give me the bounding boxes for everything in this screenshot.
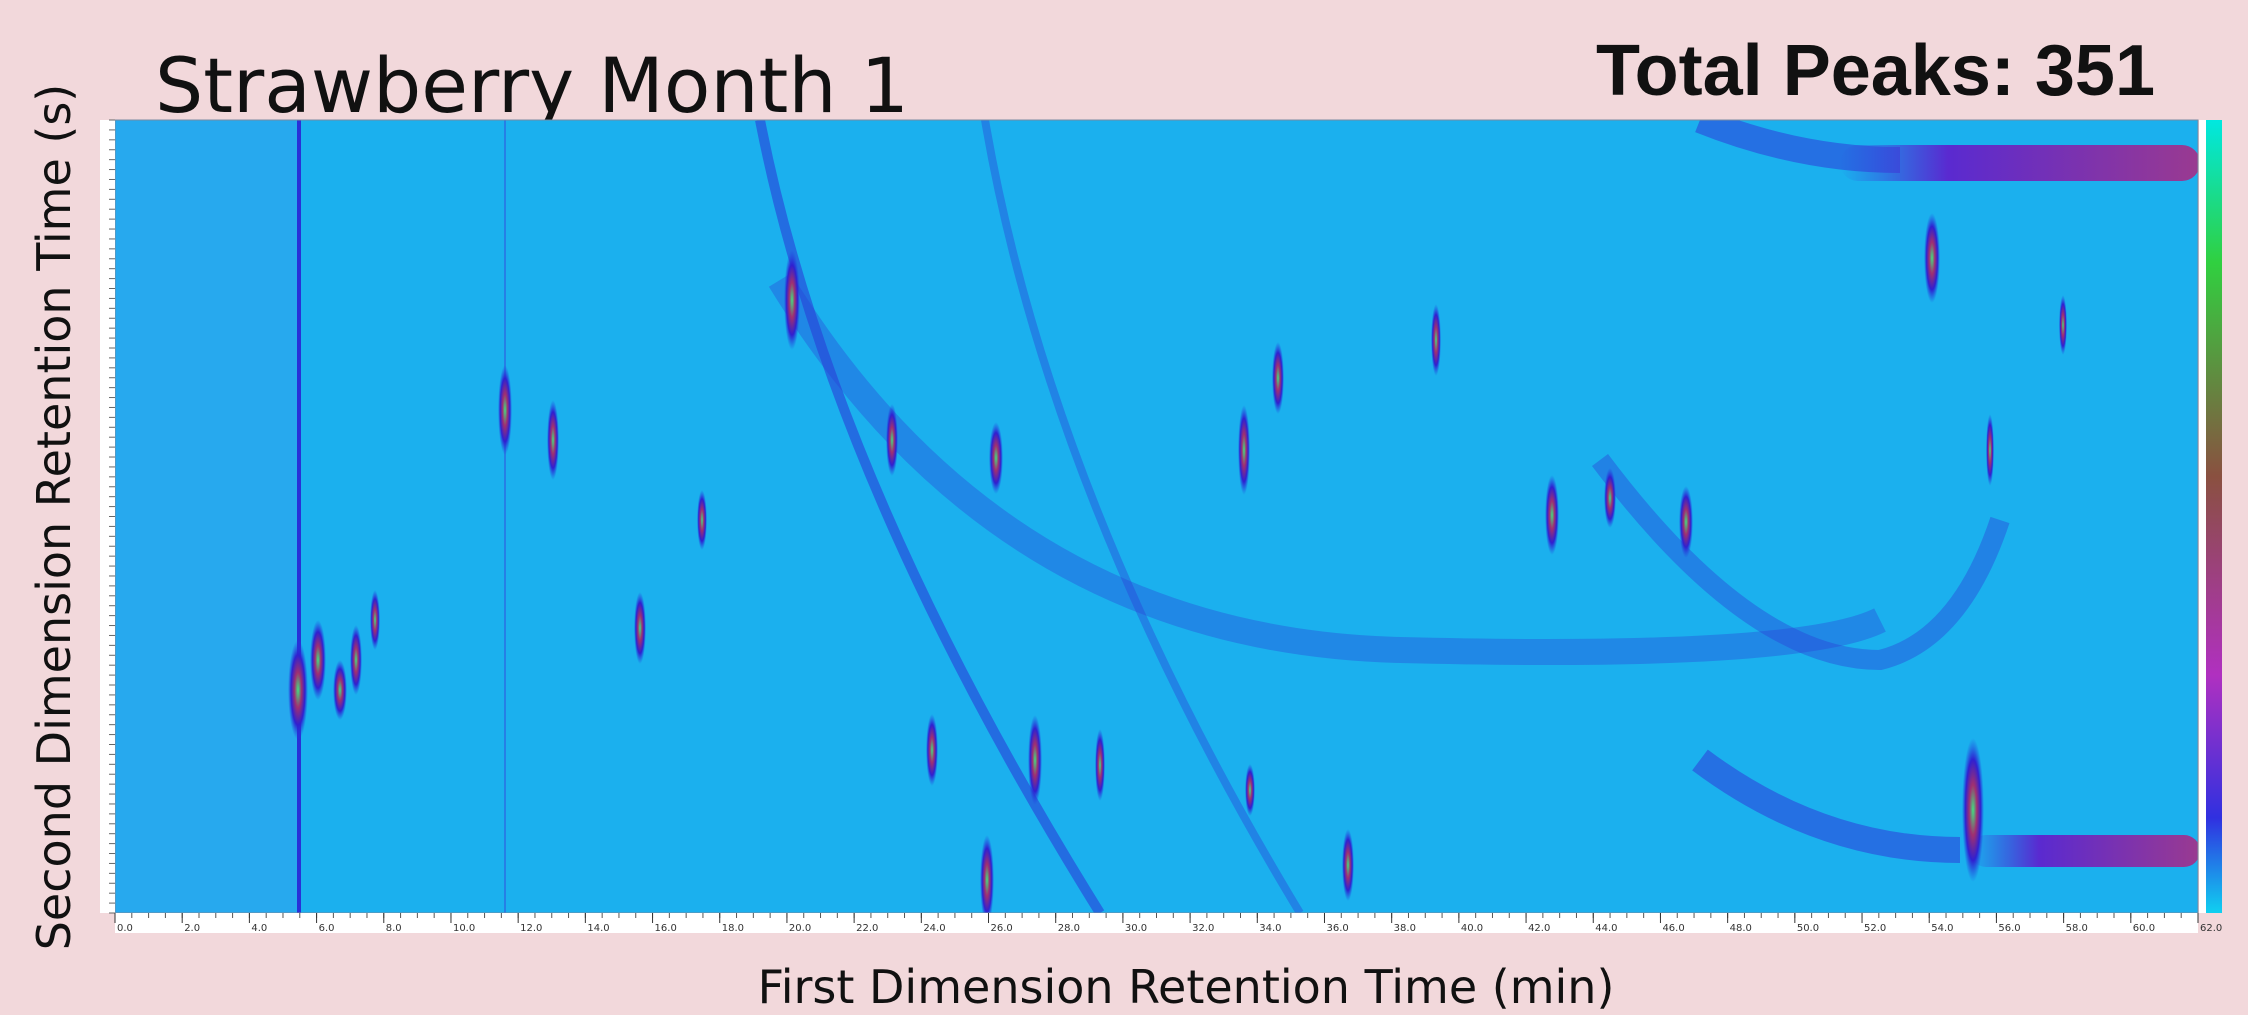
- x-tick-label: 10.0: [453, 923, 475, 934]
- chart-title: Strawberry Month 1: [155, 41, 909, 130]
- x-tick-label: 40.0: [1461, 923, 1483, 934]
- colorbar: [2206, 120, 2222, 913]
- x-tick-label: 56.0: [1998, 923, 2020, 934]
- page: {"chart_data": { "type": "heatmap", "tit…: [0, 0, 2248, 1015]
- x-tick-label: 4.0: [251, 923, 267, 934]
- heatmap: [115, 120, 2200, 925]
- total-peaks: Total Peaks: 351: [1596, 31, 2155, 111]
- x-tick-label: 2.0: [184, 923, 200, 934]
- x-tick-label: 24.0: [923, 923, 945, 934]
- y-axis-label: Second Dimension Retention Time (s): [27, 84, 81, 951]
- x-tick-label: 8.0: [386, 923, 402, 934]
- x-tick-label: 28.0: [1058, 923, 1080, 934]
- x-tick-label: 50.0: [1797, 923, 1819, 934]
- x-tick-label: 60.0: [2133, 923, 2155, 934]
- x-tick-label: 0.0: [117, 923, 133, 934]
- x-tick-label: 6.0: [319, 923, 335, 934]
- chart: Strawberry Month 1 Total Peaks: 351: [0, 0, 2248, 1015]
- x-tick-label: 34.0: [1259, 923, 1281, 934]
- x-tick-label: 36.0: [1326, 923, 1348, 934]
- x-tick-label: 52.0: [1864, 923, 1886, 934]
- x-tick-label: 30.0: [1125, 923, 1147, 934]
- x-tick-label: 14.0: [587, 923, 609, 934]
- x-tick-label: 62.0: [2200, 923, 2222, 934]
- x-tick-label: 22.0: [856, 923, 878, 934]
- x-tick-label: 32.0: [1192, 923, 1214, 934]
- x-tick-label: 26.0: [991, 923, 1013, 934]
- colorbar-edge: [2199, 120, 2206, 913]
- x-tick-label: 38.0: [1394, 923, 1416, 934]
- x-tick-label: 58.0: [2066, 923, 2088, 934]
- x-tick-label: 48.0: [1730, 923, 1752, 934]
- x-tick-label: 16.0: [655, 923, 677, 934]
- x-tick-label: 18.0: [722, 923, 744, 934]
- x-tick-label: 54.0: [1931, 923, 1953, 934]
- x-tick-label: 44.0: [1595, 923, 1617, 934]
- x-tick-label: 20.0: [789, 923, 811, 934]
- x-tick-label: 42.0: [1528, 923, 1550, 934]
- x-axis-label: First Dimension Retention Time (min): [758, 960, 1615, 1014]
- x-tick-label: 12.0: [520, 923, 542, 934]
- x-tick-label: 46.0: [1662, 923, 1684, 934]
